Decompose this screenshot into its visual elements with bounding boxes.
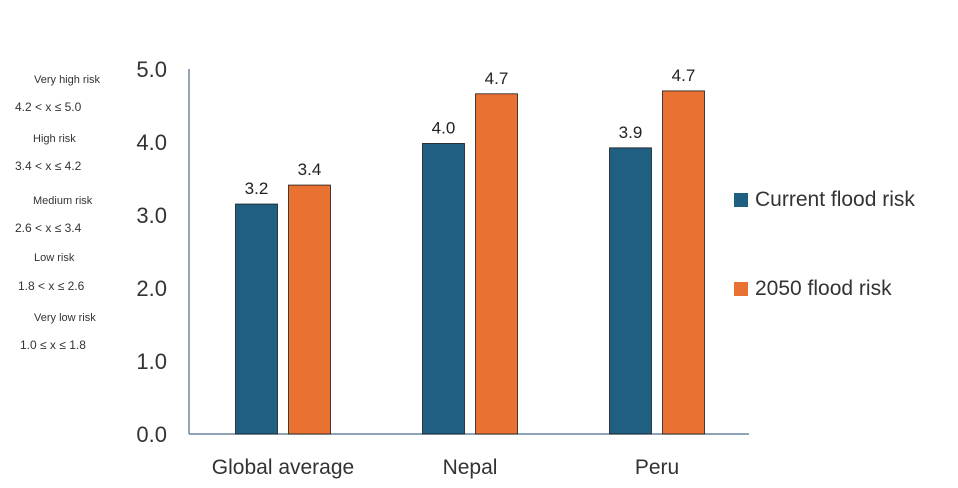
risk-range-medium: 2.6 < x ≤ 3.4 [15,221,82,235]
risk-range-very-high: 4.2 < x ≤ 5.0 [15,100,82,114]
y-tick-label: 3.0 [136,203,167,228]
y-tick-label: 2.0 [136,276,167,301]
risk-range-high: 3.4 < x ≤ 4.2 [15,159,82,173]
data-label: 3.2 [245,179,269,198]
legend-swatch-2050 [734,282,748,296]
x-category-label: Peru [635,456,679,479]
legend-item-current: Current flood risk [734,188,915,212]
legend-label-2050: 2050 flood risk [755,277,892,300]
risk-name-very-high: Very high risk [34,74,101,86]
risk-range-low: 1.8 < x ≤ 2.6 [18,279,85,293]
bar-2050-1 [475,93,518,435]
data-label: 4.0 [432,118,456,137]
bar-current-2 [609,147,652,435]
data-label: 4.7 [485,69,509,88]
bar-2050-0 [288,184,331,435]
risk-name-medium: Medium risk [33,195,93,207]
risk-name-high: High risk [33,133,76,145]
legend-swatch-current [734,193,748,207]
y-tick-label: 4.0 [136,130,167,155]
y-tick-label: 1.0 [136,349,167,374]
data-label: 3.4 [298,160,322,179]
risk-range-very-low: 1.0 ≤ x ≤ 1.8 [20,338,86,352]
y-tick-label: 5.0 [136,57,167,82]
x-category-label: Global average [212,456,354,479]
chart-legend: Current flood risk 2050 flood risk [734,0,958,488]
legend-label-current: Current flood risk [755,188,915,211]
bar-current-1 [422,143,465,435]
bar-2050-2 [662,90,705,435]
risk-name-low: Low risk [34,252,75,264]
risk-level-key: Very high risk 4.2 < x ≤ 5.0 High risk 3… [0,0,130,488]
data-label: 3.9 [619,123,643,142]
x-category-label: Nepal [443,456,498,479]
bar-current-0 [235,203,278,435]
y-tick-label: 0.0 [136,422,167,447]
data-label: 4.7 [672,66,696,85]
legend-item-2050: 2050 flood risk [734,277,892,301]
risk-name-very-low: Very low risk [34,312,96,324]
